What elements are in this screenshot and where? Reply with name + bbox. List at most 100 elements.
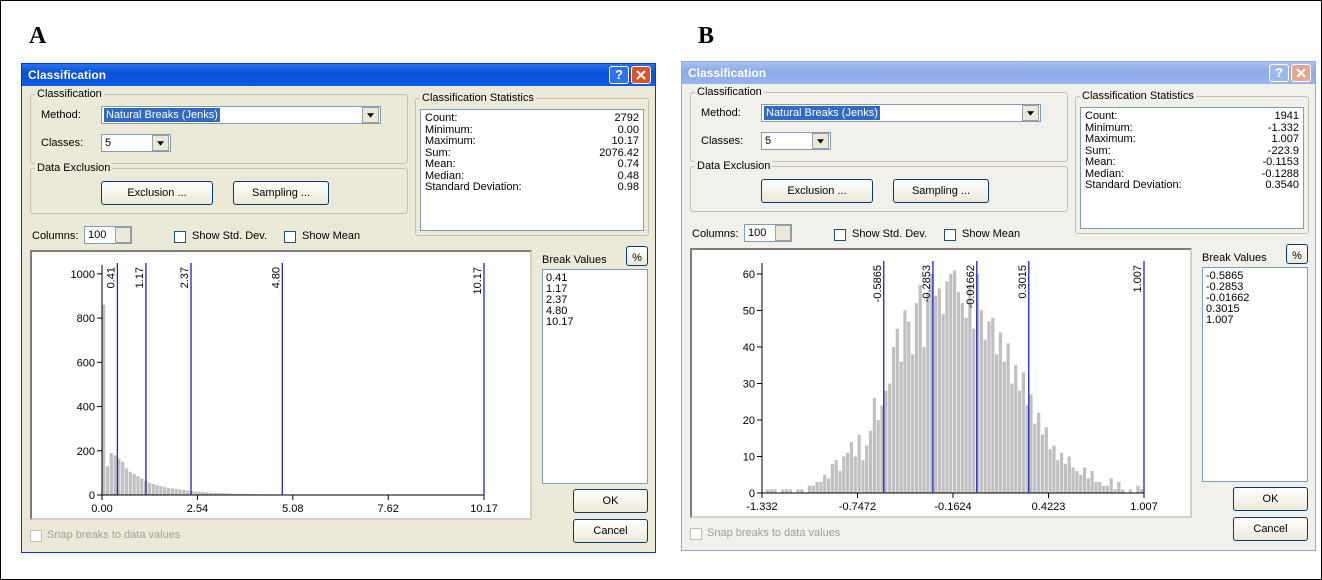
snap-checkbox[interactable] [30, 530, 42, 542]
histogram-bar [812, 486, 815, 493]
screenshot: A Classification?ClassificationMethod:Nat… [0, 0, 1322, 580]
x-tick-label: -0.1624 [934, 501, 971, 513]
x-tick-label: 0.00 [91, 503, 112, 515]
histogram-bar [796, 489, 799, 493]
x-tick-label: 0.4223 [1032, 501, 1066, 513]
histogram-bar [823, 475, 826, 493]
histogram-bar [827, 478, 830, 493]
percent-button[interactable]: % [626, 246, 648, 266]
histogram-bar [155, 485, 158, 495]
y-tick-label: 1000 [71, 269, 95, 281]
y-tick-label: 0 [749, 488, 755, 500]
histogram-bar [785, 489, 788, 493]
break-label: -0.01662 [965, 265, 977, 308]
y-tick-label: 20 [743, 415, 755, 427]
histogram-bar [926, 292, 929, 493]
histogram-bar [987, 321, 990, 493]
histogram-bar [175, 489, 178, 495]
histogram-bar [110, 453, 113, 495]
panel-letter: A [29, 23, 46, 50]
y-tick-label: 800 [77, 313, 95, 325]
histogram-bar [129, 472, 132, 495]
histogram-bar [1083, 467, 1086, 493]
histogram-bar [942, 314, 945, 493]
snap-checkbox[interactable] [690, 528, 702, 540]
histogram-bar [835, 460, 838, 493]
histogram-bar [808, 486, 811, 493]
break-label: -0.5865 [872, 265, 884, 302]
histogram-bar [884, 391, 887, 493]
histogram-bar [148, 483, 151, 495]
ok-button[interactable]: OK [1233, 487, 1308, 511]
y-tick-label: 200 [77, 446, 95, 458]
histogram-bar [968, 285, 971, 493]
percent-button[interactable]: % [1286, 244, 1308, 264]
y-tick-label: 0 [89, 490, 95, 502]
histogram-bar [1037, 413, 1040, 493]
x-tick-label: 1.007 [1130, 501, 1158, 513]
histogram-bar [934, 296, 937, 493]
break-label: 2.37 [179, 267, 191, 288]
histogram-bar [167, 488, 170, 495]
histogram-bar [961, 303, 964, 493]
histogram-bar [907, 321, 910, 493]
histogram-bar [136, 476, 139, 495]
break-label: 0.3015 [1017, 265, 1029, 299]
histogram-bar [995, 354, 998, 493]
histogram-bar [1098, 482, 1101, 493]
histogram-bar [159, 486, 162, 495]
histogram-bar [938, 289, 941, 493]
y-tick-label: 30 [743, 378, 755, 390]
dialog: Classification?ClassificationMethod:Natu… [681, 61, 1316, 551]
panel-letter: B [698, 23, 714, 50]
histogram-bar [903, 310, 906, 493]
histogram-bar [900, 362, 903, 493]
histogram-bar [113, 455, 116, 495]
histogram-bar [1022, 373, 1025, 493]
x-tick-label: -1.332 [746, 501, 777, 513]
histogram-bar [770, 489, 773, 493]
histogram-bar [877, 420, 880, 493]
break-label: 1.007 [1132, 265, 1144, 293]
histogram-bar [984, 340, 987, 493]
histogram-bar [125, 468, 128, 495]
histogram-bar [991, 318, 994, 493]
histogram-bar [766, 489, 769, 493]
histogram-bar [186, 491, 189, 495]
break-value: 10.17 [546, 316, 574, 328]
y-tick-label: 600 [77, 357, 95, 369]
histogram-bar [1140, 489, 1143, 493]
histogram-bar [1117, 482, 1120, 493]
y-tick-label: 60 [743, 269, 755, 281]
histogram-bar [1041, 435, 1044, 493]
break-label: -0.2853 [921, 265, 933, 302]
histogram-bar [945, 281, 948, 493]
histogram-bar [152, 484, 155, 495]
break-value: 1.007 [1206, 314, 1234, 326]
ok-button[interactable]: OK [573, 489, 648, 513]
histogram-bar [182, 490, 185, 495]
histogram-bar [140, 478, 143, 495]
break-values-list: 0.411.172.374.8010.17 [542, 269, 648, 484]
break-label: 10.17 [472, 267, 484, 295]
cancel-button[interactable]: Cancel [573, 519, 648, 543]
break-label: 0.41 [105, 267, 117, 288]
histogram-bar [949, 274, 952, 493]
histogram-bar [1102, 486, 1105, 493]
cancel-button[interactable]: Cancel [1233, 517, 1308, 541]
histogram-bar [1071, 467, 1074, 493]
histogram-bar [121, 462, 124, 495]
histogram-bar [1045, 427, 1048, 493]
histogram-bar [892, 347, 895, 493]
histogram-bar [1010, 383, 1013, 493]
histogram-bar [915, 303, 918, 493]
histogram-bar [869, 431, 872, 493]
histogram-bar [858, 435, 861, 493]
histogram-bar [1091, 471, 1094, 493]
histogram-bar [171, 488, 174, 495]
histogram-bar [980, 310, 983, 493]
histogram-bar [972, 329, 975, 493]
x-tick-label: -0.7472 [839, 501, 876, 513]
histogram-bar [781, 489, 784, 493]
